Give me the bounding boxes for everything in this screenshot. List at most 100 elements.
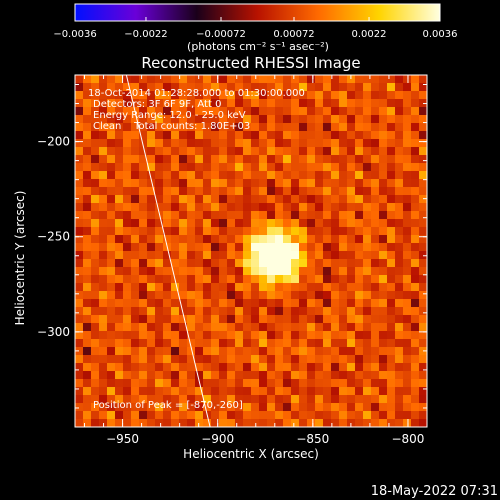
heatmap-cell [123, 107, 132, 116]
heatmap-cell [379, 115, 388, 124]
heatmap-cell [203, 347, 212, 356]
heatmap-cell [339, 195, 348, 204]
heatmap-cell [235, 219, 244, 228]
heatmap-cell [83, 131, 92, 140]
heatmap-cell [75, 211, 84, 220]
heatmap-cell [283, 419, 292, 427]
heatmap-cell [419, 203, 427, 212]
heatmap-cell [403, 283, 412, 292]
heatmap-cell [371, 347, 380, 356]
heatmap-cell [275, 299, 284, 308]
heatmap-cell [203, 75, 212, 84]
heatmap-cell [299, 395, 308, 404]
heatmap-cell [411, 395, 420, 404]
heatmap-cell [75, 339, 84, 348]
heatmap-cell [75, 75, 84, 84]
heatmap-cell [163, 339, 172, 348]
heatmap-cell [363, 307, 372, 316]
heatmap-cell [139, 267, 148, 276]
heatmap-cell [307, 187, 316, 196]
heatmap-cell [195, 131, 204, 140]
heatmap-cell [211, 75, 220, 84]
heatmap-cell [315, 139, 324, 148]
heatmap-cell [203, 139, 212, 148]
heatmap-cell [83, 403, 92, 412]
heatmap-cell [371, 235, 380, 244]
heatmap-cell [147, 123, 156, 132]
heatmap-cell [419, 283, 427, 292]
heatmap-cell [323, 379, 332, 388]
heatmap-cell [363, 123, 372, 132]
heatmap-cell [187, 83, 196, 92]
heatmap-cell [267, 91, 276, 100]
heatmap-cell [315, 179, 324, 188]
heatmap-cell [315, 347, 324, 356]
heatmap-cell [227, 371, 236, 380]
heatmap-cell [339, 411, 348, 420]
heatmap-cell [387, 339, 396, 348]
heatmap-cell [283, 195, 292, 204]
heatmap-cell [243, 115, 252, 124]
heatmap-cell [83, 355, 92, 364]
heatmap-cell [283, 363, 292, 372]
heatmap-cell [315, 203, 324, 212]
heatmap-cell [227, 323, 236, 332]
heatmap-cell [315, 91, 324, 100]
heatmap-cell [403, 147, 412, 156]
heatmap-cell [99, 259, 108, 268]
heatmap-cell [219, 331, 228, 340]
heatmap-cell [291, 235, 300, 244]
heatmap-cell [259, 419, 268, 427]
heatmap-cell [75, 291, 84, 300]
heatmap-cell [251, 115, 260, 124]
heatmap-cell [179, 179, 188, 188]
heatmap-cell [315, 107, 324, 116]
heatmap-cell [323, 83, 332, 92]
heatmap-cell [75, 331, 84, 340]
heatmap-cell [187, 99, 196, 108]
heatmap-cell [291, 163, 300, 172]
heatmap-cell [195, 219, 204, 228]
heatmap-cell [83, 267, 92, 276]
heatmap-cell [371, 171, 380, 180]
heatmap-cell [387, 147, 396, 156]
heatmap-cell [107, 147, 116, 156]
heatmap-cell [211, 267, 220, 276]
heatmap-cell [131, 123, 140, 132]
heatmap-cell [315, 371, 324, 380]
heatmap-cell [315, 379, 324, 388]
heatmap-cell [387, 403, 396, 412]
heatmap-cell [187, 187, 196, 196]
heatmap-cell [139, 251, 148, 260]
heatmap-cell [99, 403, 108, 412]
heatmap-cell [299, 379, 308, 388]
heatmap-cell [195, 283, 204, 292]
heatmap-cell [147, 387, 156, 396]
heatmap-cell [291, 155, 300, 164]
heatmap-cell [251, 307, 260, 316]
heatmap-cell [123, 91, 132, 100]
heatmap-cell [107, 395, 116, 404]
heatmap-cell [187, 315, 196, 324]
heatmap-cell [131, 171, 140, 180]
heatmap-cell [139, 227, 148, 236]
heatmap-cell [379, 387, 388, 396]
heatmap-cell [131, 155, 140, 164]
heatmap-cell [363, 411, 372, 420]
heatmap-cell [355, 99, 364, 108]
heatmap-cell [315, 331, 324, 340]
heatmap-cell [179, 251, 188, 260]
heatmap-cell [267, 363, 276, 372]
heatmap-cell [371, 291, 380, 300]
heatmap-cell [363, 283, 372, 292]
heatmap-cell [163, 195, 172, 204]
heatmap-cell [283, 323, 292, 332]
heatmap-cell [115, 419, 124, 427]
heatmap-cell [339, 267, 348, 276]
heatmap-cell [355, 163, 364, 172]
heatmap-cell [291, 283, 300, 292]
heatmap-cell [187, 219, 196, 228]
heatmap-cell [131, 315, 140, 324]
heatmap-cell [363, 371, 372, 380]
heatmap-cell [75, 139, 84, 148]
